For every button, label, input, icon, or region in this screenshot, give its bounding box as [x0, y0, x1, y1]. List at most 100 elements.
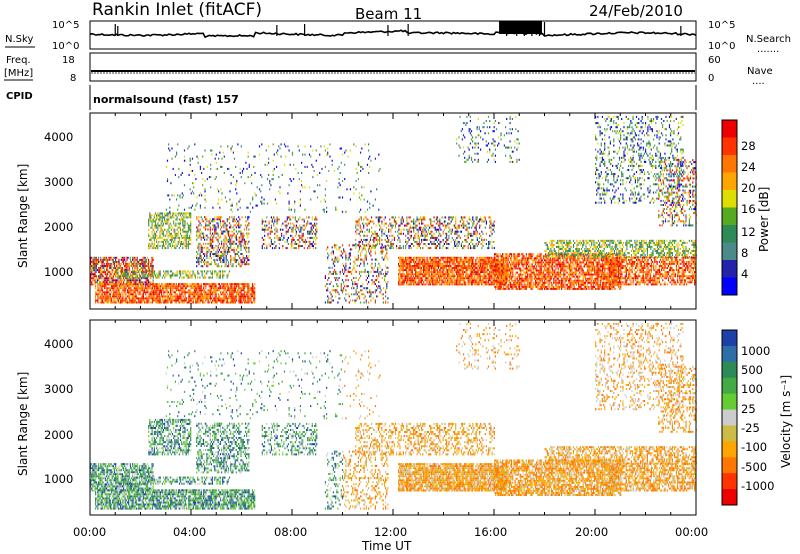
power-cell	[123, 274, 125, 277]
power-cell	[315, 224, 317, 227]
power-cell	[175, 224, 177, 227]
power-cell	[483, 238, 485, 241]
power-cell	[172, 285, 174, 288]
power-cell	[244, 246, 247, 249]
power-cell	[400, 283, 402, 286]
power-cell	[277, 218, 279, 221]
power-cell	[203, 287, 205, 290]
power-cell	[167, 301, 169, 304]
power-cell	[473, 260, 475, 263]
power-cell	[122, 297, 124, 300]
power-cell	[451, 256, 453, 259]
power-cell	[402, 218, 404, 221]
power-cell	[119, 265, 121, 267]
power-cell	[145, 274, 148, 277]
power-cell	[443, 275, 445, 278]
power-cell	[488, 271, 491, 274]
power-cell	[115, 256, 117, 259]
power-cell	[234, 224, 236, 227]
power-cell	[491, 228, 493, 231]
power-cell	[477, 258, 479, 261]
power-cell	[201, 250, 203, 253]
power-cell	[185, 283, 188, 286]
power-cell	[424, 265, 426, 267]
power-cell	[419, 256, 421, 259]
power-cell	[453, 260, 455, 263]
power-cell	[123, 281, 125, 284]
power-cell	[456, 258, 458, 261]
power-cell	[164, 283, 166, 286]
power-cell	[238, 293, 240, 296]
power-cell	[137, 260, 139, 263]
power-cell	[109, 295, 111, 298]
power-cell	[170, 295, 172, 298]
power-cell	[196, 255, 198, 257]
power-cell	[308, 240, 310, 243]
power-cell	[472, 222, 474, 225]
power-cell	[201, 246, 203, 249]
power-cell	[113, 265, 116, 267]
power-cell	[235, 238, 237, 241]
power-cell	[475, 228, 477, 231]
power-cell	[198, 246, 200, 249]
power-cell	[471, 271, 474, 274]
power-cell	[461, 277, 463, 280]
power-cell	[141, 283, 143, 286]
power-cell	[440, 240, 442, 243]
power-cell	[153, 293, 155, 296]
power-cell	[410, 260, 412, 263]
power-cell	[197, 272, 199, 275]
power-cell	[205, 293, 207, 296]
power-cell	[311, 232, 313, 235]
power-cell	[444, 216, 447, 219]
power-cell	[114, 285, 116, 288]
power-cell	[204, 255, 206, 257]
power-cell	[125, 270, 127, 273]
power-cell	[312, 226, 314, 229]
power-cell	[408, 230, 410, 233]
power-cell	[124, 271, 126, 274]
power-cell	[423, 243, 425, 245]
power-cell	[91, 283, 93, 286]
power-cell	[143, 301, 146, 304]
power-cell	[493, 247, 495, 250]
power-cell	[148, 222, 150, 225]
power-cell	[160, 226, 162, 229]
power-cell	[409, 273, 411, 276]
power-cell	[155, 301, 157, 304]
power-cell	[156, 240, 158, 243]
power-cell	[248, 299, 250, 302]
power-cell	[168, 218, 170, 221]
power-cell	[226, 248, 228, 251]
power-cell	[166, 232, 168, 235]
power-cell	[279, 228, 282, 231]
power-cell	[243, 295, 246, 298]
power-cell	[224, 234, 226, 237]
power-cell	[379, 220, 381, 223]
power-cell	[157, 301, 159, 304]
power-cell	[426, 232, 428, 235]
power-cell	[247, 224, 249, 227]
power-cell	[164, 214, 166, 217]
power-cell	[449, 283, 451, 286]
power-cell	[306, 224, 308, 227]
power-cell	[190, 212, 192, 215]
power-cell	[285, 224, 287, 227]
power-cell	[142, 274, 144, 277]
power-cell	[241, 261, 243, 264]
power-cell	[246, 228, 248, 231]
power-cell	[98, 293, 100, 296]
power-cell	[198, 248, 200, 251]
power-cell	[112, 273, 114, 276]
power-cell	[233, 295, 235, 298]
power-cell	[235, 234, 237, 237]
power-cell	[410, 230, 412, 233]
power-cell	[104, 277, 106, 280]
power-cell	[276, 234, 278, 237]
power-cell	[222, 276, 224, 279]
power-cell	[108, 295, 110, 298]
power-cell	[153, 270, 156, 273]
power-cell	[189, 243, 191, 245]
power-cell	[235, 291, 238, 294]
power-cell	[385, 245, 387, 247]
